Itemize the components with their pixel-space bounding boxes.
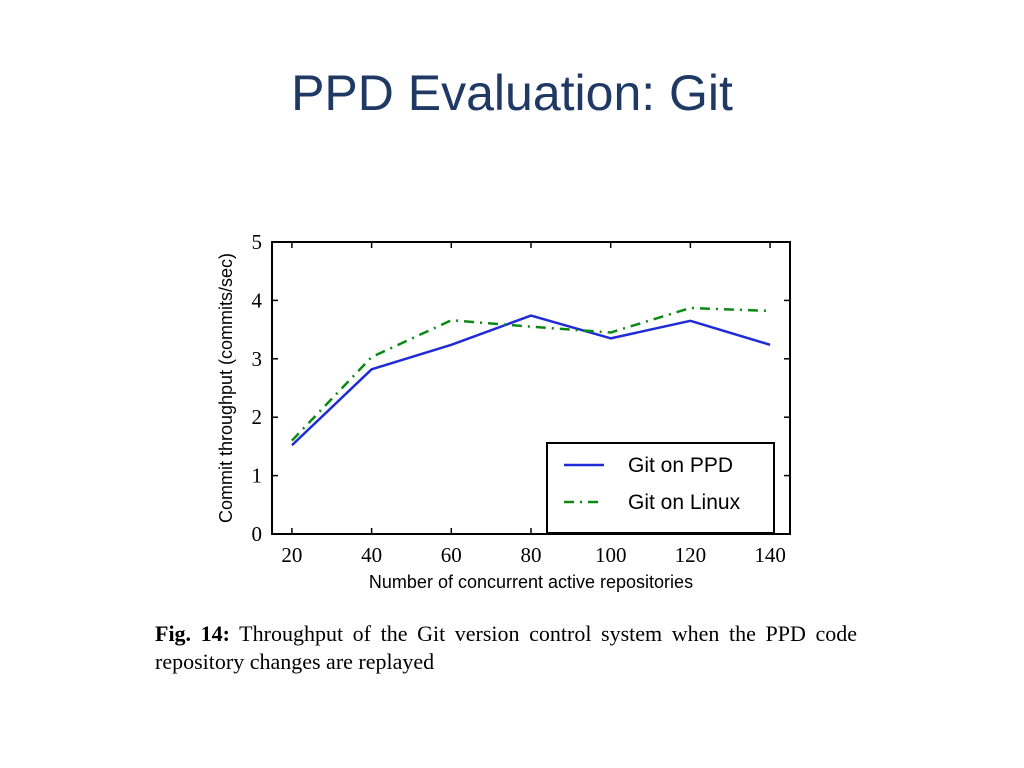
x-tick-label: 80 (521, 543, 542, 567)
y-axis-label: Commit throughput (commits/sec) (216, 253, 236, 523)
legend-box (546, 442, 775, 534)
x-axis-label: Number of concurrent active repositories (369, 572, 693, 592)
y-tick-label: 4 (252, 288, 263, 312)
x-tick-label: 100 (595, 543, 627, 567)
legend: Git on PPD Git on Linux (546, 442, 775, 534)
y-tick-label: 2 (252, 405, 263, 429)
x-tick-label: 40 (361, 543, 382, 567)
figure-caption: Fig. 14: Throughput of the Git version c… (155, 620, 857, 676)
x-tick-label: 60 (441, 543, 462, 567)
legend-label-git-on-linux: Git on Linux (628, 491, 741, 514)
figure-caption-text: Throughput of the Git version control sy… (155, 621, 857, 674)
y-tick-label: 0 (252, 522, 263, 546)
series-line-git-on-linux (291, 306, 771, 442)
y-tick-label: 3 (252, 347, 263, 371)
figure-label: Fig. 14: (155, 621, 230, 646)
y-tick-label: 5 (252, 230, 263, 254)
y-tick-label: 1 (252, 464, 263, 488)
slide-title: PPD Evaluation: Git (291, 65, 733, 121)
legend-label-git-on-ppd: Git on PPD (628, 454, 733, 477)
series-line-git-on-ppd (291, 314, 771, 447)
x-tick-label: 120 (675, 543, 707, 567)
x-tick-label: 140 (754, 543, 786, 567)
x-tick-label: 20 (281, 543, 302, 567)
